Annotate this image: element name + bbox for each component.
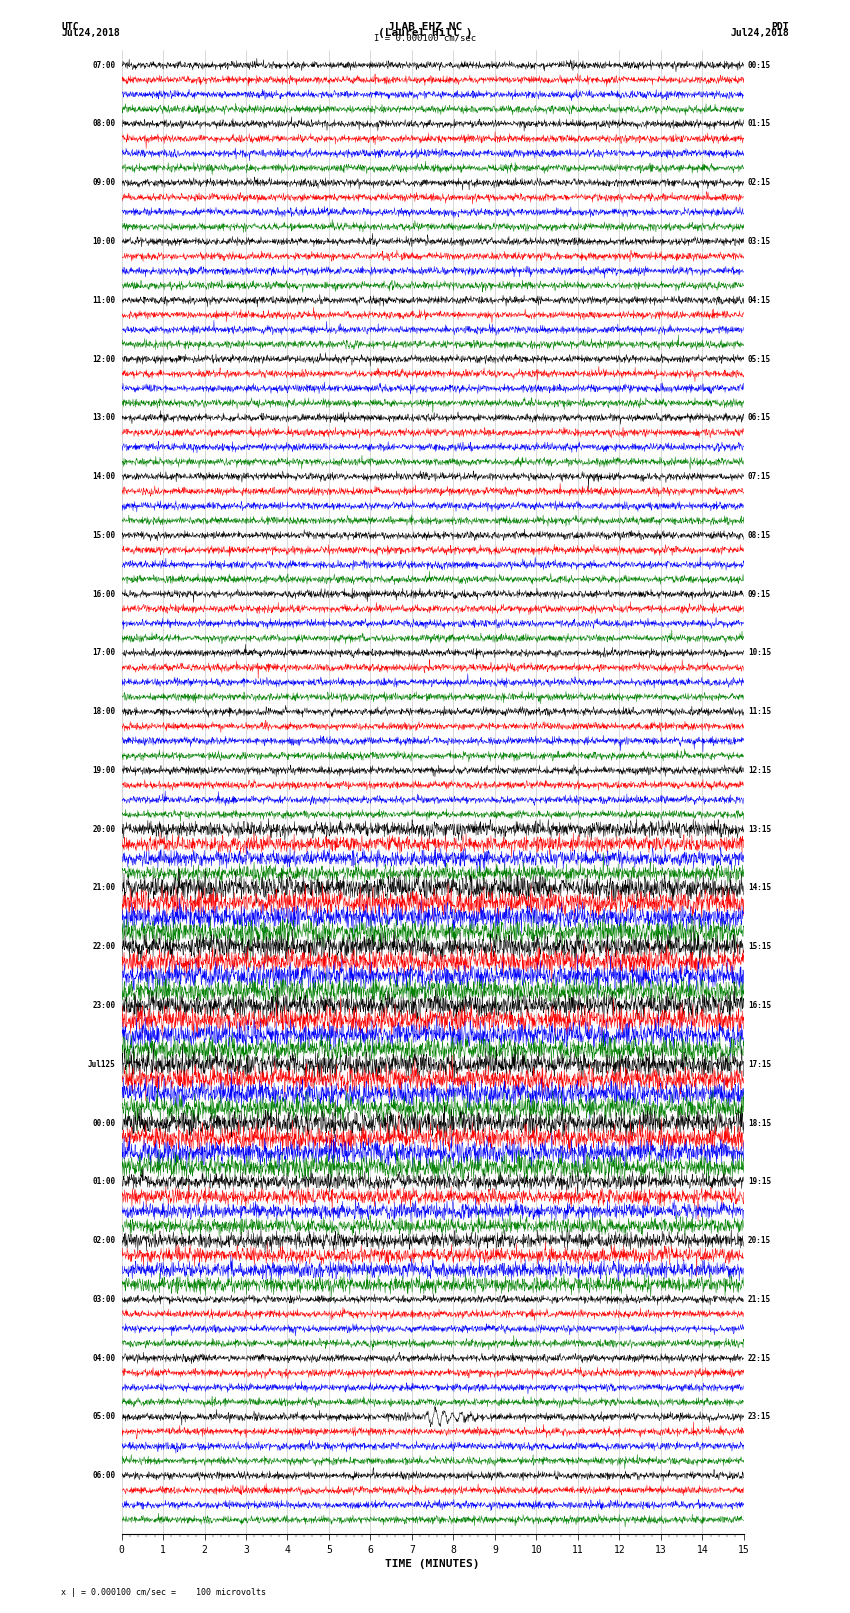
Text: 02:00: 02:00 [93, 1236, 116, 1245]
Text: 15:00: 15:00 [93, 531, 116, 540]
Text: 21:15: 21:15 [748, 1295, 771, 1303]
Text: 22:15: 22:15 [748, 1353, 771, 1363]
Text: 16:15: 16:15 [748, 1002, 771, 1010]
Text: 18:15: 18:15 [748, 1118, 771, 1127]
Text: x | = 0.000100 cm/sec =    100 microvolts: x | = 0.000100 cm/sec = 100 microvolts [61, 1587, 266, 1597]
Text: 11:00: 11:00 [93, 295, 116, 305]
Text: 20:00: 20:00 [93, 824, 116, 834]
Text: 16:00: 16:00 [93, 590, 116, 598]
Text: 19:00: 19:00 [93, 766, 116, 774]
Text: 00:00: 00:00 [93, 1118, 116, 1127]
Text: (Laurel Hill ): (Laurel Hill ) [377, 27, 473, 37]
Text: 21:00: 21:00 [93, 884, 116, 892]
Text: 17:15: 17:15 [748, 1060, 771, 1069]
Text: 04:00: 04:00 [93, 1353, 116, 1363]
Text: 08:00: 08:00 [93, 119, 116, 129]
Text: 14:15: 14:15 [748, 884, 771, 892]
Text: 23:00: 23:00 [93, 1002, 116, 1010]
X-axis label: TIME (MINUTES): TIME (MINUTES) [385, 1560, 480, 1569]
Text: UTC: UTC [61, 23, 79, 32]
Text: 08:15: 08:15 [748, 531, 771, 540]
Text: 01:00: 01:00 [93, 1177, 116, 1186]
Text: 00:15: 00:15 [748, 61, 771, 69]
Text: 18:00: 18:00 [93, 706, 116, 716]
Text: 04:15: 04:15 [748, 295, 771, 305]
Text: 13:00: 13:00 [93, 413, 116, 423]
Text: 14:00: 14:00 [93, 473, 116, 481]
Text: 17:00: 17:00 [93, 648, 116, 658]
Text: PDT: PDT [771, 23, 789, 32]
Text: 10:00: 10:00 [93, 237, 116, 247]
Text: 09:15: 09:15 [748, 590, 771, 598]
Text: Jul24,2018: Jul24,2018 [730, 27, 789, 37]
Text: 03:15: 03:15 [748, 237, 771, 247]
Text: 01:15: 01:15 [748, 119, 771, 129]
Text: 10:15: 10:15 [748, 648, 771, 658]
Text: 02:15: 02:15 [748, 177, 771, 187]
Text: 05:15: 05:15 [748, 355, 771, 363]
Text: Jul24,2018: Jul24,2018 [61, 27, 120, 37]
Text: 19:15: 19:15 [748, 1177, 771, 1186]
Text: 12:00: 12:00 [93, 355, 116, 363]
Text: 06:15: 06:15 [748, 413, 771, 423]
Text: 11:15: 11:15 [748, 706, 771, 716]
Text: 06:00: 06:00 [93, 1471, 116, 1481]
Text: 09:00: 09:00 [93, 177, 116, 187]
Text: 13:15: 13:15 [748, 824, 771, 834]
Text: 23:15: 23:15 [748, 1413, 771, 1421]
Text: 05:00: 05:00 [93, 1413, 116, 1421]
Text: 03:00: 03:00 [93, 1295, 116, 1303]
Text: 07:15: 07:15 [748, 473, 771, 481]
Text: JLAB EHZ NC: JLAB EHZ NC [388, 23, 462, 32]
Text: 15:15: 15:15 [748, 942, 771, 952]
Text: Jul125: Jul125 [88, 1060, 116, 1069]
Text: 12:15: 12:15 [748, 766, 771, 774]
Text: 07:00: 07:00 [93, 61, 116, 69]
Text: 22:00: 22:00 [93, 942, 116, 952]
Text: 20:15: 20:15 [748, 1236, 771, 1245]
Text: I = 0.000100 cm/sec: I = 0.000100 cm/sec [374, 34, 476, 42]
